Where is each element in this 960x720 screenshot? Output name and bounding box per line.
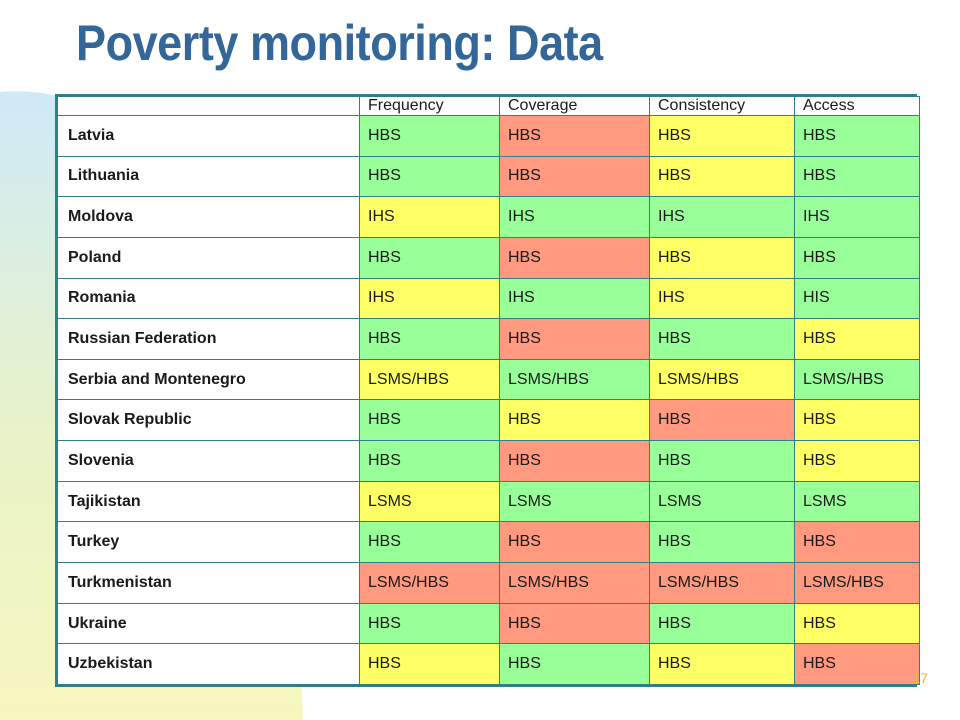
table-row: Ukraine HBS HBS HBS HBS xyxy=(57,602,920,645)
table-row: Moldova IHS IHS IHS IHS xyxy=(57,196,920,238)
table-row: Poland HBS HBS HBS HBS xyxy=(57,236,920,279)
country-cell: Turkey xyxy=(57,521,360,564)
data-cell: HBS xyxy=(499,115,650,157)
data-cell: IHS xyxy=(499,196,650,238)
country-cell: Russian Federation xyxy=(57,318,360,360)
header-cell-blank xyxy=(57,96,360,116)
data-cell: HBS xyxy=(499,440,650,482)
data-cell: HBS xyxy=(499,155,650,198)
page-title: Poverty monitoring: Data xyxy=(76,15,603,71)
data-cell: HBS xyxy=(359,115,500,157)
country-cell: Ukraine xyxy=(57,602,360,645)
table-row: Tajikistan LSMS LSMS LSMS LSMS xyxy=(57,480,920,523)
data-cell: HBS xyxy=(359,236,500,279)
data-cell: HBS xyxy=(499,602,650,645)
country-cell: Romania xyxy=(57,277,360,320)
data-cell: HBS xyxy=(794,521,920,564)
data-cell: HBS xyxy=(649,440,795,482)
poverty-data-table: Frequency Coverage Consistency Access La… xyxy=(57,96,920,685)
data-cell: IHS xyxy=(359,196,500,238)
header-cell-coverage: Coverage xyxy=(499,96,650,116)
data-cell: LSMS/HBS xyxy=(649,358,795,401)
data-cell: HBS xyxy=(359,602,500,645)
data-cell: LSMS/HBS xyxy=(794,562,920,604)
data-cell: LSMS xyxy=(794,480,920,523)
data-cell: LSMS/HBS xyxy=(649,562,795,604)
country-cell: Slovak Republic xyxy=(57,399,360,442)
table-row: Latvia HBS HBS HBS HBS xyxy=(57,115,920,157)
data-cell: HBS xyxy=(359,399,500,442)
data-cell: LSMS/HBS xyxy=(794,358,920,401)
table-row: Serbia and Montenegro LSMS/HBS LSMS/HBS LSM… xyxy=(57,358,920,401)
data-cell: HBS xyxy=(794,155,920,198)
country-cell: Poland xyxy=(57,236,360,279)
header-cell-frequency: Frequency xyxy=(359,96,500,116)
data-cell: LSMS xyxy=(499,480,650,523)
country-cell: Tajikistan xyxy=(57,480,360,523)
data-cell: HBS xyxy=(499,318,650,360)
data-cell: LSMS/HBS xyxy=(359,562,500,604)
header-cell-consistency: Consistency xyxy=(649,96,795,116)
data-cell: HBS xyxy=(359,155,500,198)
data-cell: HBS xyxy=(794,602,920,645)
data-cell: HBS xyxy=(794,399,920,442)
data-cell: HBS xyxy=(499,399,650,442)
data-cell: LSMS xyxy=(649,480,795,523)
data-cell: LSMS xyxy=(359,480,500,523)
data-cell: HBS xyxy=(359,521,500,564)
data-cell: HBS xyxy=(794,115,920,157)
table-row: Slovenia HBS HBS HBS HBS xyxy=(57,440,920,482)
country-cell: Uzbekistan xyxy=(57,643,360,685)
data-cell: IHS xyxy=(359,277,500,320)
data-cell: HBS xyxy=(649,236,795,279)
data-cell: IHS xyxy=(649,196,795,238)
data-cell: IHS xyxy=(794,196,920,238)
country-cell: Lithuania xyxy=(57,155,360,198)
header-cell-access: Access xyxy=(794,96,920,116)
data-cell: IHS xyxy=(499,277,650,320)
country-cell: Latvia xyxy=(57,115,360,157)
data-cell: HBS xyxy=(649,115,795,157)
data-cell: HBS xyxy=(794,318,920,360)
country-cell: Turkmenistan xyxy=(57,562,360,604)
table-body: Latvia HBS HBS HBS HBS Lithuania HBS HBS HBS HBS M… xyxy=(57,115,920,685)
data-cell: HBS xyxy=(649,318,795,360)
table-header-row: Frequency Coverage Consistency Access xyxy=(57,96,920,116)
data-cell: HBS xyxy=(649,521,795,564)
data-cell: HBS xyxy=(649,643,795,685)
data-cell: LSMS/HBS xyxy=(499,562,650,604)
data-cell: HBS xyxy=(649,602,795,645)
country-cell: Serbia and Montenegro xyxy=(57,358,360,401)
data-cell: HBS xyxy=(649,399,795,442)
data-table-container: Frequency Coverage Consistency Access La… xyxy=(55,94,920,687)
data-cell: IHS xyxy=(649,277,795,320)
data-cell: HBS xyxy=(359,643,500,685)
page-number: 17 xyxy=(912,670,928,686)
data-cell: HBS xyxy=(359,318,500,360)
table-row: Lithuania HBS HBS HBS HBS xyxy=(57,155,920,198)
table-row: Turkey HBS HBS HBS HBS xyxy=(57,521,920,564)
data-cell: HBS xyxy=(794,440,920,482)
country-cell: Moldova xyxy=(57,196,360,238)
data-cell: HBS xyxy=(794,643,920,685)
data-cell: HBS xyxy=(359,440,500,482)
table-row: Slovak Republic HBS HBS HBS HBS xyxy=(57,399,920,442)
data-cell: HBS xyxy=(499,236,650,279)
data-cell: HBS xyxy=(499,521,650,564)
table-row: Romania IHS IHS IHS HIS xyxy=(57,277,920,320)
data-cell: HBS xyxy=(649,155,795,198)
data-cell: LSMS/HBS xyxy=(499,358,650,401)
data-cell: HBS xyxy=(499,643,650,685)
data-cell: LSMS/HBS xyxy=(359,358,500,401)
table-row: Turkmenistan LSMS/HBS LSMS/HBS LSMS/HBS LSMS… xyxy=(57,562,920,604)
table-row: Russian Federation HBS HBS HBS HBS xyxy=(57,318,920,360)
country-cell: Slovenia xyxy=(57,440,360,482)
data-cell: HIS xyxy=(794,277,920,320)
table-row: Uzbekistan HBS HBS HBS HBS xyxy=(57,643,920,685)
data-cell: HBS xyxy=(794,236,920,279)
